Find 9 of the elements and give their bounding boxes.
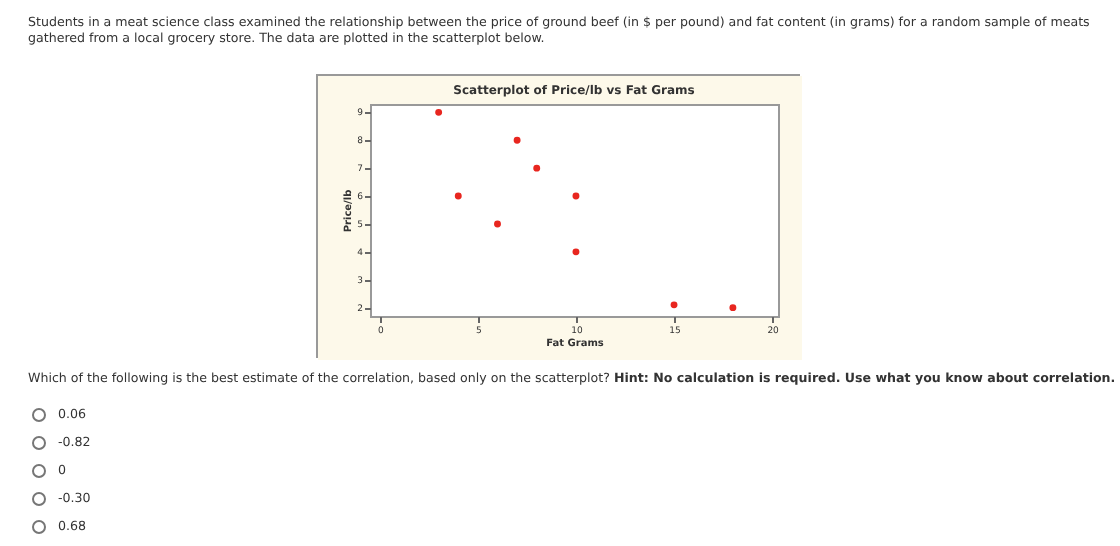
- point: [533, 164, 541, 172]
- point: [670, 301, 678, 309]
- point: [513, 136, 521, 144]
- point: [572, 248, 580, 256]
- point: [494, 220, 501, 228]
- point: [454, 192, 462, 200]
- point: [572, 192, 580, 200]
- point: [435, 108, 443, 116]
- point: [729, 304, 737, 312]
